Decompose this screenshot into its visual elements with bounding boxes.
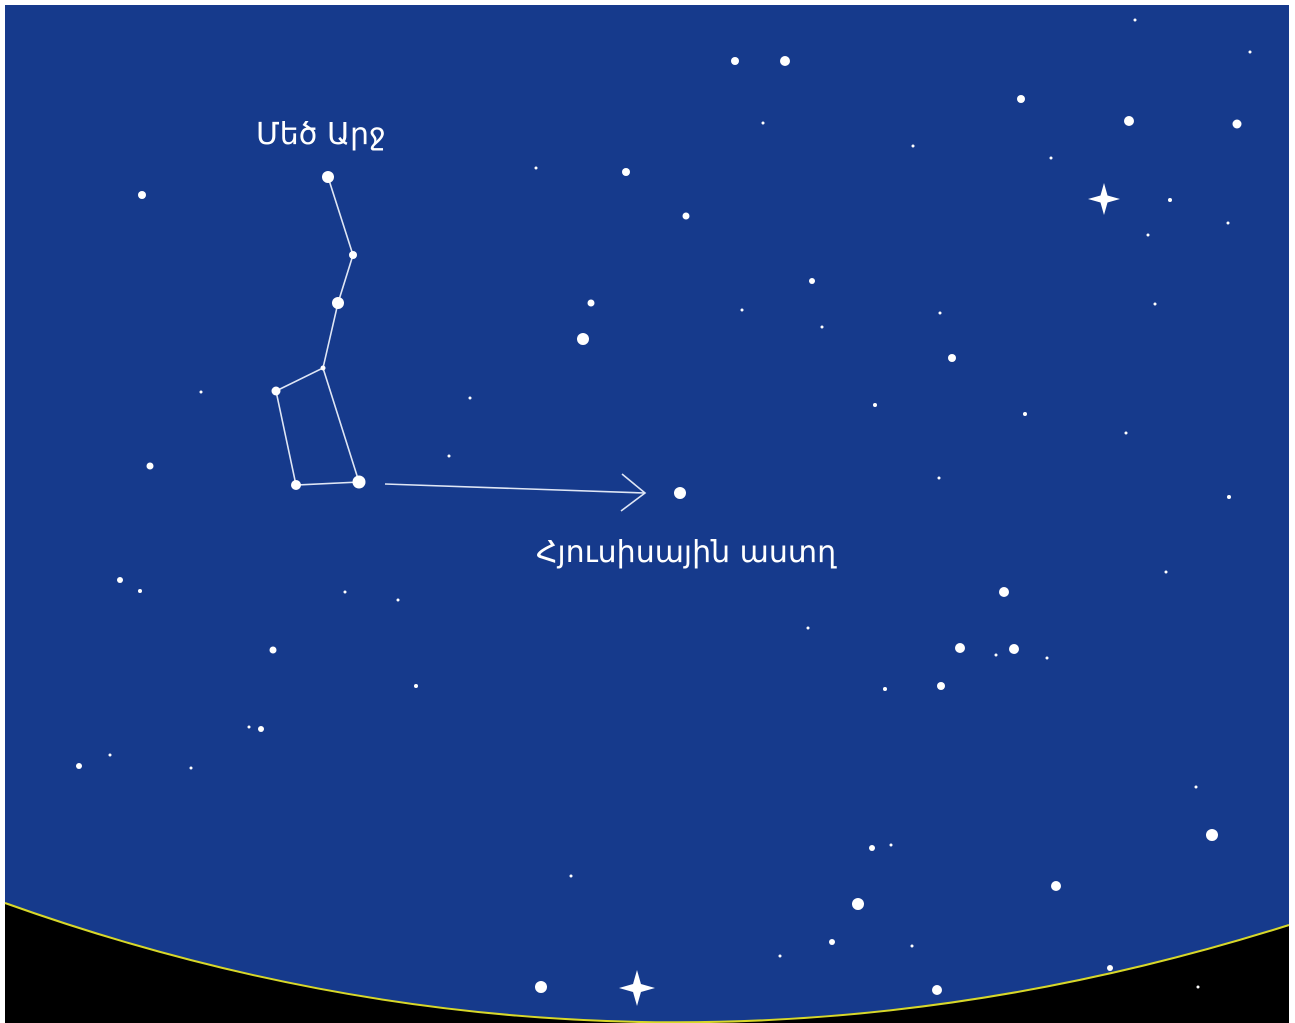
star [397,599,400,602]
star [349,251,357,259]
star [588,300,595,307]
star [577,333,589,345]
star [138,589,142,593]
star [995,654,998,657]
star [912,145,915,148]
star [883,687,887,691]
star [1168,198,1172,202]
polaris-label: Հյուսիսային աստղ [536,535,837,570]
star-map: Մեծ Արջ Հյուսիսային աստղ [0,0,1295,1023]
star [1227,495,1231,499]
star [1046,657,1049,660]
star [683,213,690,220]
star [248,726,251,729]
star [414,684,418,688]
star [1050,157,1053,160]
star [1227,222,1230,225]
star [1197,986,1200,989]
star [1051,881,1061,891]
star [1124,116,1134,126]
star [622,168,630,176]
star [1009,644,1019,654]
star [1165,571,1168,574]
star [873,403,877,407]
star [321,366,326,371]
star [469,397,472,400]
star [353,476,366,489]
star [535,167,538,170]
star [1017,95,1025,103]
star [147,463,154,470]
star [448,455,451,458]
star [138,191,146,199]
star [821,326,824,329]
star [1154,303,1157,306]
star [852,898,864,910]
star [1134,19,1137,22]
star [200,391,203,394]
star [741,309,744,312]
star [117,577,123,583]
star [1195,786,1198,789]
star [807,627,810,630]
star [1125,432,1128,435]
star [809,278,815,284]
star [535,981,547,993]
star [674,487,686,499]
star [272,387,281,396]
star [938,477,941,480]
star [955,643,965,653]
star [780,56,790,66]
star [1206,829,1218,841]
star [344,591,347,594]
star [939,312,942,315]
star [1249,51,1252,54]
star [999,587,1009,597]
star [570,875,573,878]
star [829,939,835,945]
star [109,754,112,757]
sky-background [5,5,1289,1023]
star [731,57,739,65]
star [869,845,875,851]
star [890,844,893,847]
star [948,354,956,362]
star [932,985,942,995]
star [1233,120,1242,129]
star [258,726,264,732]
page: {"labels": {"constellation": "Մեծ Արջ", … [0,0,1295,1023]
star [1107,965,1113,971]
star [1147,234,1150,237]
star [779,955,782,958]
constellation-label: Մեծ Արջ [256,117,386,152]
star [332,297,344,309]
star [762,122,765,125]
star [190,767,193,770]
star [1023,412,1027,416]
star [270,647,277,654]
star [291,480,301,490]
star [911,945,914,948]
star [322,171,334,183]
star [937,682,945,690]
star [76,763,82,769]
